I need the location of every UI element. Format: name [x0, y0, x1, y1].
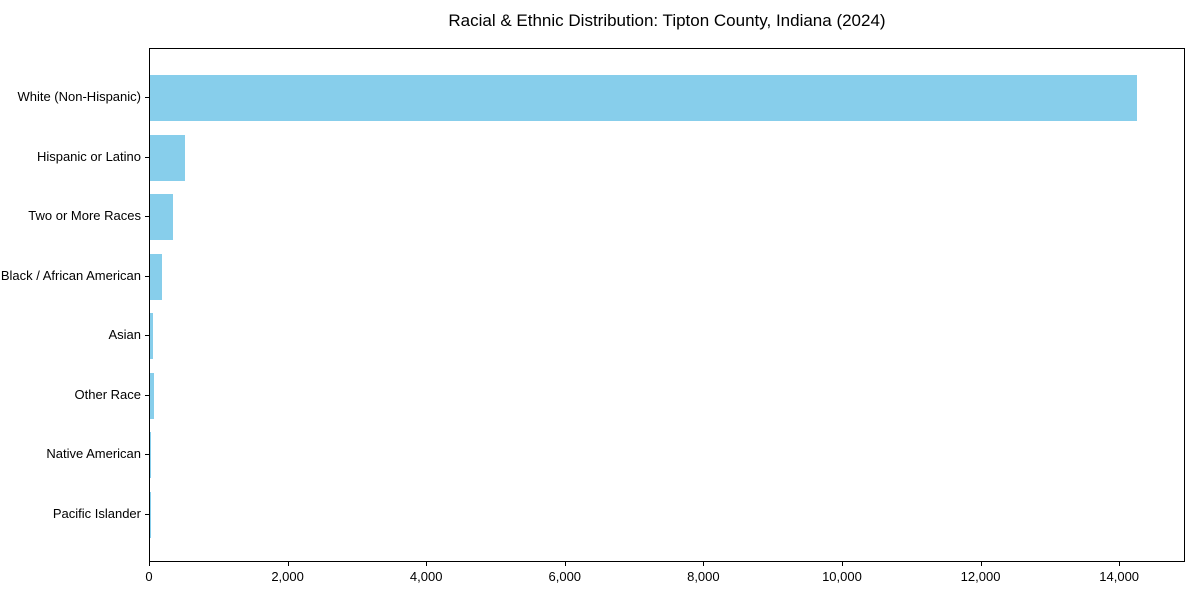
y-tick-label: Asian [108, 327, 141, 343]
bar-two-or-more-races [150, 194, 173, 241]
y-tick-label: Native American [46, 446, 141, 462]
y-tick-mark [145, 394, 149, 396]
y-tick-mark [145, 216, 149, 218]
bar-black-african-american [150, 253, 162, 300]
x-tick-mark [287, 562, 289, 566]
x-tick-label: 10,000 [822, 569, 862, 584]
x-tick-label: 12,000 [960, 569, 1001, 584]
x-tick-label: 6,000 [548, 569, 582, 584]
y-tick-mark [145, 156, 149, 158]
chart-title: Racial & Ethnic Distribution: Tipton Cou… [448, 11, 886, 30]
y-tick-label: Hispanic or Latino [36, 148, 141, 164]
x-tick-label: 0 [145, 569, 153, 584]
x-tick-mark [1119, 562, 1121, 566]
y-tick-label: White (Non-Hispanic) [17, 89, 141, 104]
plot-area [149, 48, 1185, 562]
x-tick-label: 2,000 [271, 569, 304, 584]
x-tick-label: 4,000 [409, 569, 443, 584]
y-tick-mark [145, 513, 149, 515]
y-tick-label: Other Race [74, 386, 141, 402]
bar-other-race [150, 372, 155, 419]
x-tick-mark [703, 562, 705, 566]
bar-native-american [150, 432, 152, 479]
y-tick-mark [145, 335, 149, 337]
y-tick-mark [145, 97, 149, 98]
y-tick-mark [145, 454, 149, 456]
bar-white-non-hispanic [150, 75, 1138, 121]
x-tick-label: 14,000 [1099, 569, 1140, 584]
x-tick-mark [564, 562, 566, 566]
x-tick-label: 8,000 [687, 569, 720, 584]
y-tick-label: Two or More Races [28, 208, 141, 224]
y-tick-label: Black / African American [0, 267, 141, 283]
bar-hispanic-or-latino [150, 134, 185, 181]
y-tick-mark [145, 275, 149, 277]
x-tick-mark [841, 562, 843, 566]
y-tick-label: Pacific Islander [52, 505, 141, 521]
x-tick-mark [426, 562, 428, 566]
x-tick-mark [149, 562, 150, 566]
x-tick-mark [980, 562, 982, 566]
bar-asian [150, 313, 154, 360]
